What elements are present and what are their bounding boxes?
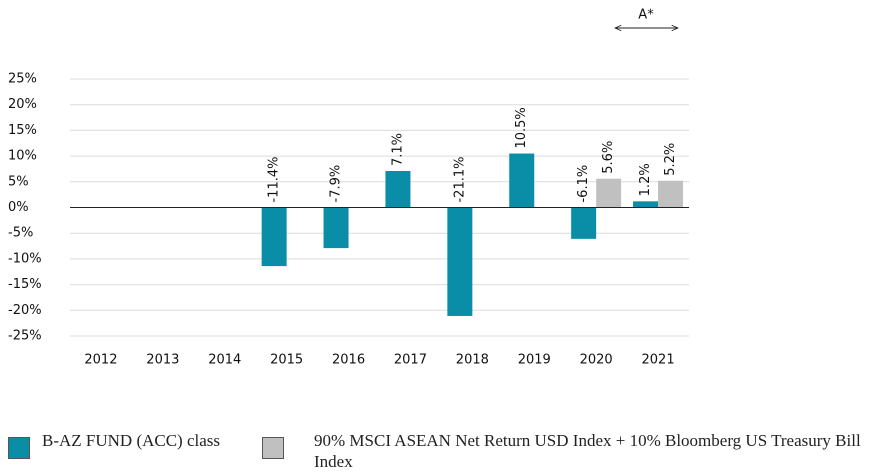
y-tick-label: 25% (8, 72, 37, 87)
bar (509, 153, 535, 208)
value-label: 5.6% (601, 141, 616, 174)
x-tick-label: 2015 (270, 353, 303, 368)
x-tick-label: 2014 (208, 353, 241, 368)
x-tick-label: 2018 (456, 353, 489, 368)
x-tick-label: 2016 (332, 353, 365, 368)
y-tick-label: -25% (8, 329, 42, 344)
value-label: -11.4% (267, 157, 282, 203)
value-label: 1.2% (638, 163, 653, 196)
value-label: -6.1% (576, 165, 591, 203)
y-tick-label: -10% (8, 251, 42, 266)
value-label: 10.5% (514, 107, 529, 148)
legend-label: 90% MSCI ASEAN Net Return USD Index + 10… (314, 431, 861, 471)
y-tick-label: 0% (8, 200, 29, 215)
bar (261, 207, 287, 267)
x-tick-label: 2021 (642, 353, 675, 368)
x-tick-label: 2019 (518, 353, 551, 368)
bar (447, 207, 473, 316)
value-label: -7.9% (329, 165, 344, 203)
y-tick-label: 20% (8, 97, 37, 112)
x-tick-label: 2020 (580, 353, 613, 368)
value-label: -21.1% (452, 157, 467, 203)
y-tick-label: 10% (8, 149, 37, 164)
bar (571, 207, 597, 239)
y-tick-label: -15% (8, 277, 42, 292)
bar (323, 207, 349, 249)
annotation: A* (638, 8, 654, 23)
x-tick-label: 2012 (84, 353, 117, 368)
value-label: 7.1% (390, 133, 405, 166)
bar (596, 178, 622, 208)
y-tick-label: -20% (8, 303, 42, 318)
y-tick-label: 5% (8, 174, 29, 189)
value-label: 5.2% (663, 143, 678, 176)
legend-swatch (262, 437, 284, 459)
x-tick-label: 2017 (394, 353, 427, 368)
x-tick-label: 2013 (146, 353, 179, 368)
chart: A* -25% -20% -15% -10% -5% 0% 5% 10% 15% 20% 25% 20… (8, 8, 689, 368)
bar (385, 171, 411, 208)
bar (633, 201, 659, 208)
y-tick-label: -5% (8, 226, 33, 241)
bar (658, 180, 684, 208)
y-tick-label: 15% (8, 123, 37, 138)
legend-swatch (8, 437, 30, 459)
legend-label: B-AZ FUND (ACC) class (42, 431, 221, 450)
